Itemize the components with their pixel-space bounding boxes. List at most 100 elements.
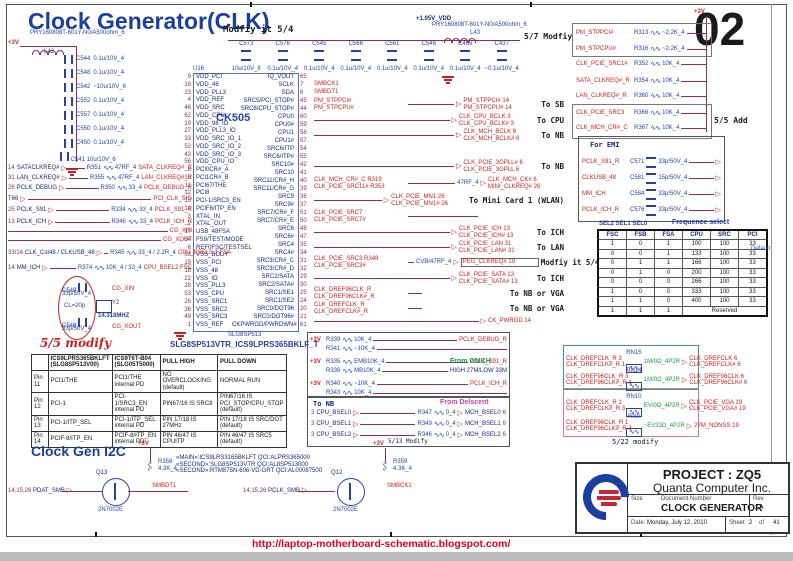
to-nb-box: To NB 5/13 Modify 3CPU_BSEL0R3470_4MCH_B… (307, 397, 510, 447)
rn-value: 1M/0Ω_4P2R (643, 359, 680, 365)
pin-number: 30 (300, 282, 307, 288)
capacitor-icon (423, 49, 434, 61)
resistor-refdes: R335 (326, 359, 341, 366)
pin-name: CKPWRGD/PWRDWN# (232, 322, 297, 328)
signal-name: CLK_PCIE_SATA# 13 (458, 278, 518, 285)
page-ref: 14,15,26 (243, 488, 267, 494)
pin-number: 8 (187, 167, 191, 173)
page-number: 02 (694, 3, 746, 55)
frame-tick (530, 2, 532, 7)
quanta-logo-stripe (599, 490, 619, 494)
signal-name: CLK_MCH_BCLK# 6 (463, 135, 520, 142)
signal-name: PM_STPCPU# 14 (463, 104, 512, 111)
source-url-link[interactable]: http://laptop-motherboard-schematic.blog… (252, 538, 511, 550)
net-name: HIGH 27M/LOW 33M (449, 368, 507, 375)
rev-value: 1A (755, 504, 764, 511)
cap-value: 0.1u/10V_4 (267, 65, 299, 72)
chip-name: CK505 (216, 112, 251, 124)
sheet-number: 2 (749, 520, 753, 526)
pin-name: VSS_SRC2 (196, 306, 228, 313)
wire (55, 210, 110, 211)
pin-number: 6 (300, 90, 304, 96)
table-cell: 1 (626, 267, 655, 279)
emi-box: For EMI PCLK_S91_R C571 33p/50V_4 CLKUSB_48… (578, 136, 725, 222)
signal-name: CLK_PCIE_3GPLL# 6 (463, 160, 523, 166)
resistor-icon (145, 461, 152, 471)
resistor-network-icon (626, 407, 642, 417)
cap-refdes: C548 (76, 69, 91, 76)
wire (408, 293, 422, 295)
signal-flag-icon (384, 197, 389, 204)
net-name: PCLK_S91_R (154, 207, 192, 214)
frequency-table: FSC FSB FSA CPU SRC PCI 1 0 1 100 100 33 0 0 1 133 100 33… (597, 229, 768, 318)
cap-value: 0.1u/10V_4 (93, 125, 125, 132)
cap-row: C557 0.1u/10V_4 (64, 108, 194, 122)
right-destination-row: CLK_DREF96CLK_R CLK_DREF96CLK#_R To NB or … (314, 287, 564, 300)
table-row: 1 1 0 400 100 33 (597, 296, 768, 307)
signal-name: CK_PWRGD 14 (488, 318, 532, 325)
signal-flag-icon (59, 185, 64, 192)
crystal-highlight-ellipse (58, 276, 96, 340)
pin-name: VDD_SRC (196, 105, 225, 111)
rn-output-labels: 27M_NONSS 19 (694, 423, 739, 430)
pin-number: 57 (300, 138, 307, 144)
frame-tick (250, 2, 252, 7)
destination-label: Modfiy it 5/4 (540, 258, 600, 268)
resistor-icon (128, 219, 138, 226)
resistor-value: ~10K_4 (354, 346, 375, 353)
cap-cell: C545 0.1u/10V_4 (301, 41, 338, 72)
wire (681, 113, 706, 114)
cap-row: C542 ~10u/10V_6 (64, 80, 194, 94)
smbck1-net: SMBCK1 (387, 483, 412, 489)
table-cell: 266 (682, 277, 711, 288)
cap-row: C544 0.1u/10V_4 (64, 52, 194, 66)
resistor-icon (103, 165, 113, 172)
wire (689, 178, 714, 179)
net-name: CLK_PCIE_SRC3 (576, 110, 625, 117)
capacitor-icon (64, 138, 73, 148)
table-cell: 133 (682, 248, 711, 260)
frequency-table-grid: FSC FSB FSA CPU SRC PCI 1 0 1 100 100 33 0 0 1 133 100 33… (597, 229, 768, 318)
quanta-logo-stripe (601, 502, 617, 506)
resistor-value: 10K_4 (662, 125, 680, 132)
rn-output-labels: CLK_PCIE_VGA 19 CLK_PCIE_VGA# 19 (689, 400, 746, 413)
table-cell: NO OVERCLOCKING (default) (159, 369, 219, 394)
signal-name: CLK_PCIE_MN1# 26 (391, 200, 448, 207)
table-cell: PCI-1/ITP_SEL internal PD (111, 414, 161, 432)
resistor-icon (342, 359, 352, 366)
capacitor-icon (496, 49, 507, 61)
pullup-row: R343 10K_4 (310, 390, 507, 397)
inductor-L42 (32, 42, 64, 60)
pin-mode-table: ICS9LPRS365BKLFT (SLG8SP513V00) ICS9T6T-B… (31, 354, 287, 448)
wire (689, 210, 714, 211)
resistor-refdes: R349 (417, 421, 432, 428)
add-box-55 (572, 104, 712, 139)
signal-flag-icon (716, 207, 721, 214)
net-name: MCH_BSEL0 (464, 410, 501, 417)
signal-flag-icon (456, 132, 461, 139)
net-name: MM_ICH (582, 191, 606, 198)
pin-number: 59 (300, 122, 307, 128)
cap-refdes: C573 (239, 41, 254, 47)
cap-row: C552 0.1u/10V_4 (64, 94, 194, 108)
page-ref: 6 (502, 432, 506, 439)
page-ref: 3 (311, 410, 315, 417)
cap-refdes: C545 (312, 41, 327, 47)
table-cell: NORMAL RUN (217, 369, 287, 394)
cap-cell: C561 0.1u/10V_4 (374, 41, 411, 72)
signal-flag-icon (48, 207, 53, 214)
wire (686, 49, 706, 50)
document-title: CLOCK GENERATOR (661, 503, 763, 514)
capacitor-icon (646, 189, 657, 200)
table-cell: 33 (738, 258, 768, 269)
pin-name: FS9/TEST/MODE (196, 236, 244, 243)
net-name: CLK_DREF96CLK_R 3 (566, 373, 629, 380)
frame-inner-line (771, 4, 772, 535)
rail-3v-label: +3V (694, 9, 705, 15)
rn-modify-note: 5/22 modify (612, 438, 659, 446)
net-name: CLK_DREF96CLK_R 1 (566, 419, 629, 426)
